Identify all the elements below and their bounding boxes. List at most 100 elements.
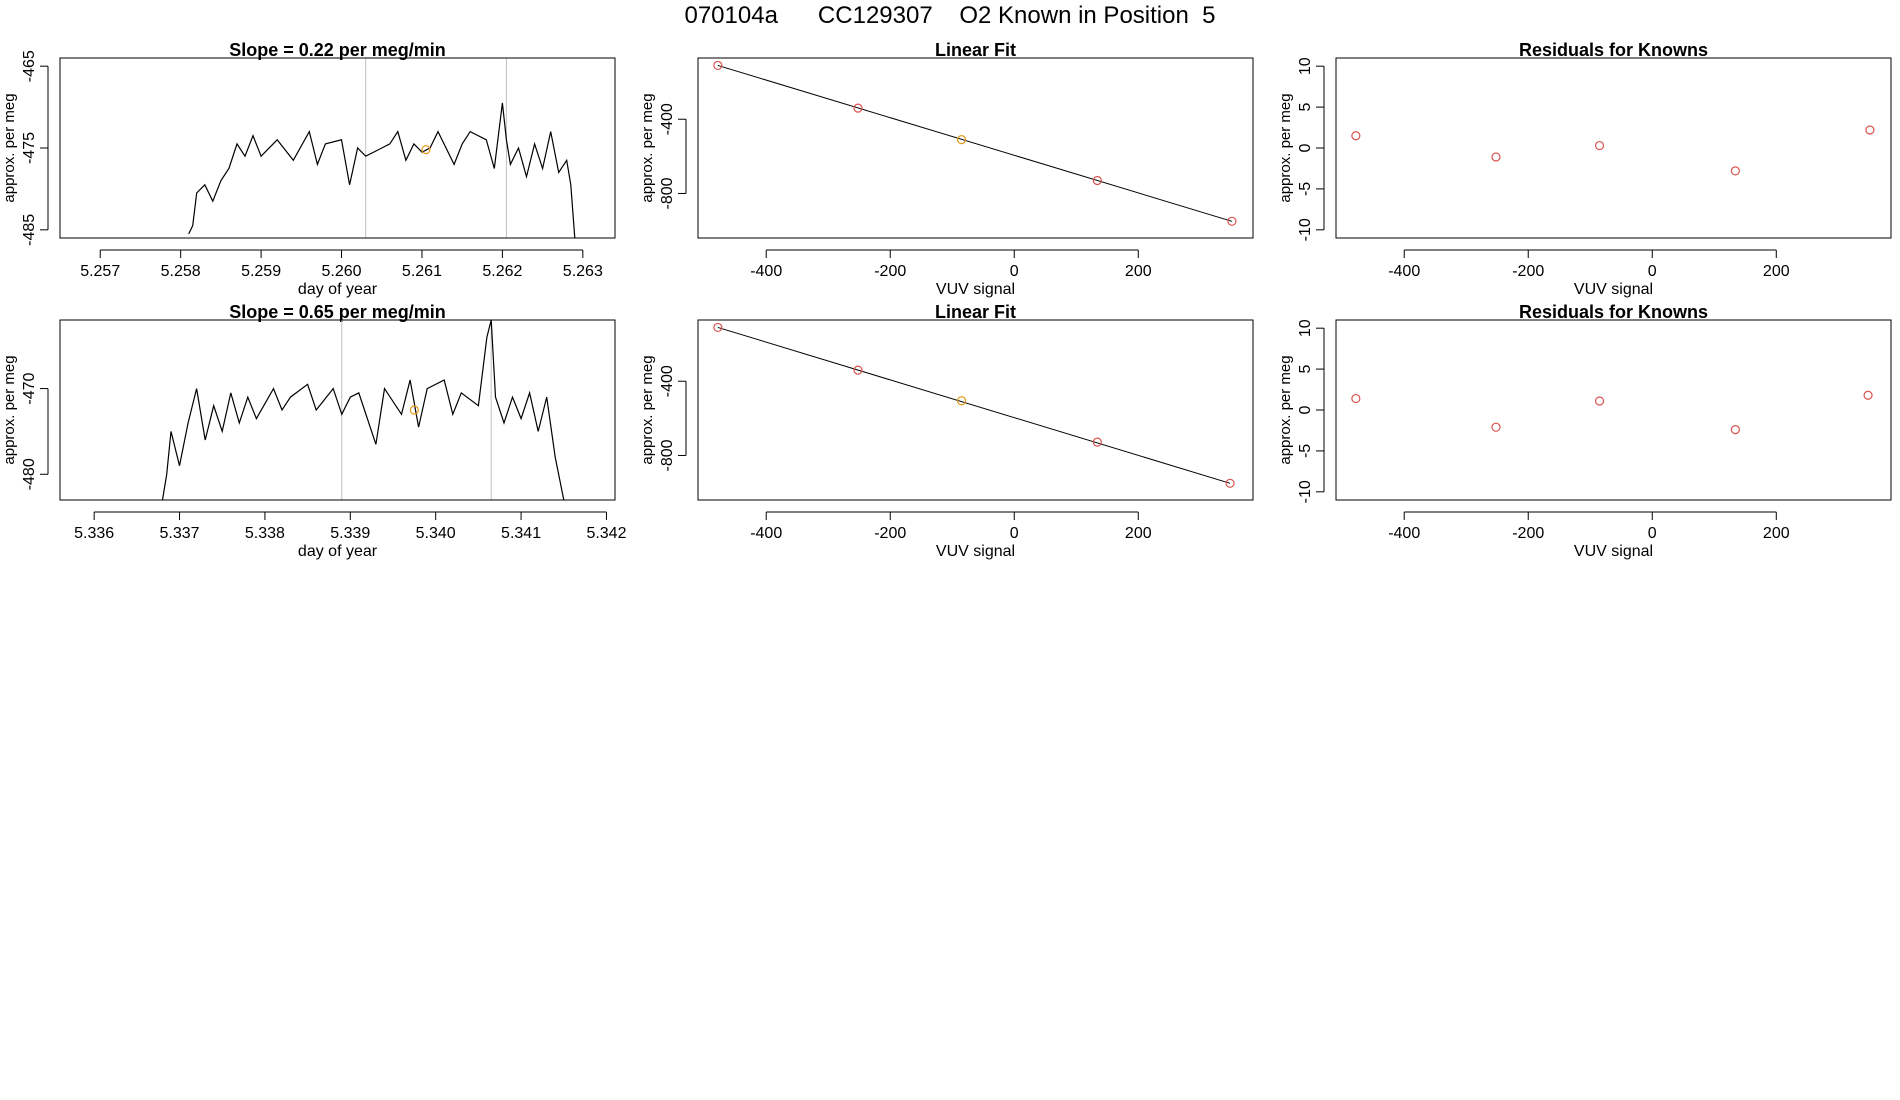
x-tick-label: 200 (1125, 525, 1152, 542)
y-tick-label: -5 (1297, 444, 1314, 458)
x-tick-label: 5.260 (321, 263, 361, 280)
x-tick-label: 200 (1763, 263, 1790, 280)
chart-panel-5: Linear Fit -400 -200 0 200 VUV signal -400 -800… (639, 302, 1254, 560)
x-tick-label: 5.336 (74, 525, 114, 542)
x-axis: -400 -200 0 200 VUV signal (1388, 511, 1790, 560)
plot-area (713, 60, 1237, 226)
data-point (1092, 175, 1102, 186)
x-axis-label: VUV signal (1574, 281, 1653, 298)
y-tick-label: -800 (659, 177, 676, 209)
x-tick-label: -200 (1512, 525, 1544, 542)
x-axis-label: VUV signal (936, 281, 1015, 298)
data-point (1351, 393, 1361, 404)
x-axis: 5.257 5.258 5.259 5.260 5.261 5.262 5.263 day o… (80, 249, 603, 298)
x-tick-label: 5.258 (161, 263, 201, 280)
chart-title: Slope = 0.22 per meg/min (229, 40, 446, 60)
x-tick-label: 5.338 (245, 525, 285, 542)
highlight-point (421, 145, 431, 155)
y-tick-label: -470 (21, 372, 38, 404)
plot-area (713, 322, 1235, 488)
y-tick-label: -485 (21, 214, 38, 246)
figure-title: 070104a CC129307 O2 Known in Position 5 (684, 2, 1216, 29)
x-axis-label: VUV signal (936, 543, 1015, 560)
data-point (1594, 396, 1605, 406)
x-tick-label: 5.337 (160, 525, 200, 542)
data-point (853, 103, 863, 113)
x-tick-label: 0 (1010, 263, 1019, 280)
data-point (1863, 390, 1873, 400)
data-point (1730, 166, 1740, 176)
fit-line (717, 64, 1233, 222)
plot-frame (697, 319, 1254, 501)
y-tick-label: -10 (1297, 218, 1314, 241)
plot-frame (1335, 57, 1892, 239)
y-tick-label: -480 (21, 458, 38, 490)
x-tick-label: 5.257 (80, 263, 120, 280)
plot-area (1351, 390, 1873, 435)
chart-title: Slope = 0.65 per meg/min (229, 302, 446, 322)
x-tick-label: 5.339 (330, 525, 370, 542)
x-tick-label: 5.261 (402, 263, 442, 280)
x-tick-label: 200 (1763, 525, 1790, 542)
x-tick-label: 5.341 (501, 525, 541, 542)
x-tick-label: 0 (1648, 525, 1657, 542)
data-point (713, 60, 723, 71)
x-axis: -400 -200 0 200 VUV signal (750, 511, 1152, 560)
plot-frame (59, 57, 616, 239)
y-axis-label: approx. per meg (639, 93, 656, 202)
y-axis-label: approx. per meg (1277, 93, 1294, 202)
x-tick-label: -400 (750, 263, 782, 280)
x-tick-label: 0 (1648, 263, 1657, 280)
y-axis-label: approx. per meg (1277, 355, 1294, 464)
plot-area (188, 102, 576, 238)
chart-panel-2: Linear Fit -400 -200 0 200 VUV signal -400 -800… (639, 40, 1254, 298)
y-tick-label: 5 (1297, 365, 1314, 374)
y-tick-label: -465 (21, 50, 38, 82)
data-point (1225, 478, 1235, 488)
data-point (1594, 140, 1605, 151)
y-tick-label: -10 (1297, 480, 1314, 503)
x-axis-label: day of year (298, 281, 378, 298)
plot-frame (59, 319, 616, 501)
x-axis: -400 -200 0 200 VUV signal (1388, 249, 1790, 298)
x-tick-label: 5.340 (416, 525, 456, 542)
x-tick-label: 5.262 (482, 263, 522, 280)
x-tick-label: 5.259 (241, 263, 281, 280)
plot-area (1351, 125, 1875, 176)
chart-title: Linear Fit (935, 302, 1016, 322)
data-point (1092, 437, 1102, 447)
plot-frame (697, 57, 1254, 239)
data-point (1730, 425, 1740, 435)
highlight-point (409, 405, 419, 415)
y-tick-label: -5 (1297, 182, 1314, 196)
x-tick-label: -200 (874, 263, 906, 280)
x-tick-label: 5.263 (563, 263, 603, 280)
x-axis-label: day of year (298, 543, 378, 560)
y-tick-label: 0 (1297, 143, 1314, 152)
data-point (1865, 125, 1875, 135)
y-tick-label: 5 (1297, 103, 1314, 112)
plot-frame (1335, 319, 1892, 501)
x-tick-label: -400 (1388, 525, 1420, 542)
x-axis: -400 -200 0 200 VUV signal (750, 249, 1152, 298)
chart-title: Linear Fit (935, 40, 1016, 60)
y-tick-label: -400 (659, 365, 676, 397)
x-axis: 5.336 5.337 5.338 5.339 5.340 5.341 5.342 day o… (74, 511, 627, 560)
x-tick-label: 200 (1125, 263, 1152, 280)
chart-title: Residuals for Knowns (1519, 302, 1708, 322)
x-tick-label: -200 (874, 525, 906, 542)
x-tick-label: -200 (1512, 263, 1544, 280)
fit-line (717, 326, 1231, 484)
data-point (1351, 131, 1361, 141)
y-tick-label: 10 (1297, 57, 1314, 75)
chart-title: Residuals for Knowns (1519, 40, 1708, 60)
x-tick-label: 5.342 (586, 525, 626, 542)
data-point (1491, 152, 1501, 162)
y-tick-label: 10 (1297, 319, 1314, 337)
